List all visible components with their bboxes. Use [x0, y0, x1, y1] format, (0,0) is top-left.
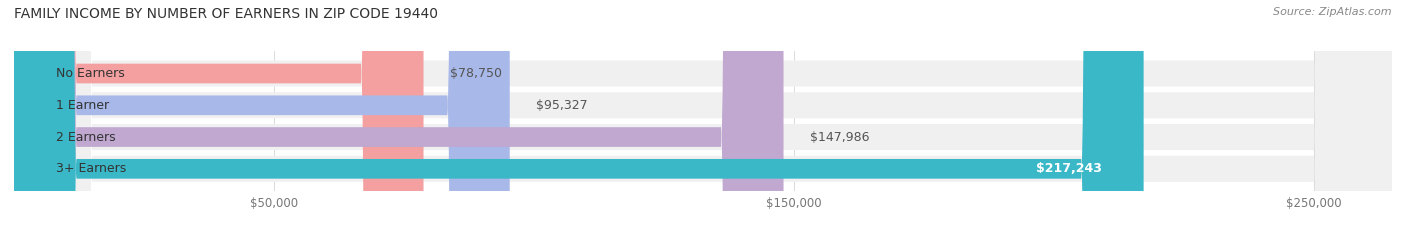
Text: No Earners: No Earners — [56, 67, 124, 80]
FancyBboxPatch shape — [14, 0, 1143, 233]
FancyBboxPatch shape — [14, 0, 1392, 233]
FancyBboxPatch shape — [14, 0, 423, 233]
Text: $78,750: $78,750 — [450, 67, 502, 80]
FancyBboxPatch shape — [14, 0, 1392, 233]
Text: 2 Earners: 2 Earners — [56, 130, 115, 144]
FancyBboxPatch shape — [14, 0, 1392, 233]
FancyBboxPatch shape — [14, 0, 1392, 233]
Text: FAMILY INCOME BY NUMBER OF EARNERS IN ZIP CODE 19440: FAMILY INCOME BY NUMBER OF EARNERS IN ZI… — [14, 7, 439, 21]
FancyBboxPatch shape — [14, 0, 510, 233]
Text: 3+ Earners: 3+ Earners — [56, 162, 127, 175]
Text: $217,243: $217,243 — [1036, 162, 1102, 175]
Text: $147,986: $147,986 — [810, 130, 869, 144]
Text: $95,327: $95,327 — [536, 99, 588, 112]
Text: 1 Earner: 1 Earner — [56, 99, 108, 112]
Text: Source: ZipAtlas.com: Source: ZipAtlas.com — [1274, 7, 1392, 17]
FancyBboxPatch shape — [14, 0, 783, 233]
